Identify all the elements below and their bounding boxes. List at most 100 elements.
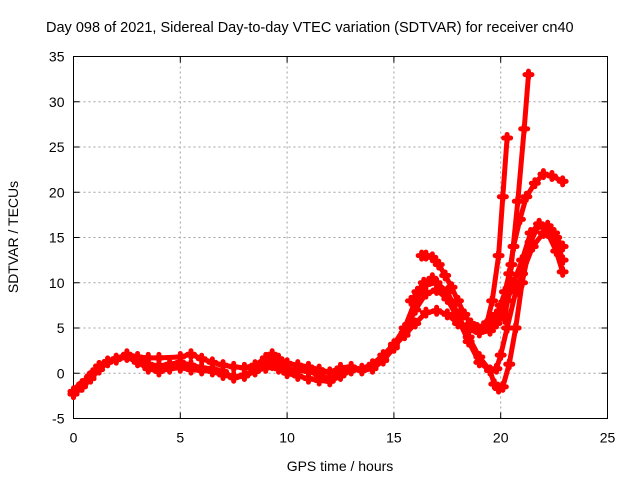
data-point: [67, 385, 80, 398]
data-point: [509, 322, 522, 334]
data-point: [522, 68, 535, 81]
data-point: [227, 360, 240, 373]
data-point: [451, 294, 464, 307]
data-point: [302, 372, 315, 385]
data-point: [84, 369, 97, 382]
series-spike-2-markers: [498, 68, 535, 325]
y-tick-label: 30: [49, 94, 65, 110]
data-point: [93, 360, 106, 373]
data-point: [131, 353, 144, 366]
data-point: [533, 217, 546, 230]
data-point: [195, 361, 208, 374]
data-point: [404, 294, 417, 307]
data-point: [509, 285, 522, 298]
x-tick-label: 25: [600, 430, 616, 446]
data-point: [281, 367, 294, 380]
data-point: [206, 362, 219, 375]
data-point: [556, 175, 569, 188]
data-point: [439, 269, 452, 282]
data-point: [528, 177, 541, 190]
y-tick-label: 5: [57, 320, 65, 336]
data-point: [398, 322, 411, 334]
data-point: [494, 349, 507, 362]
data-point: [101, 355, 114, 368]
data-point: [174, 356, 187, 369]
data-point: [411, 285, 424, 298]
data-point: [355, 362, 368, 375]
data-point: [227, 371, 240, 384]
data-point: [377, 349, 390, 362]
data-point: [334, 369, 347, 382]
y-tick-label: 25: [49, 139, 65, 155]
data-point: [120, 349, 133, 362]
data-point: [479, 322, 492, 334]
data-point: [556, 265, 569, 278]
y-tick-label: 0: [57, 365, 65, 381]
data-point: [345, 364, 358, 377]
axis-ticks: 0 5 10 15 20 25 -5 0 5 10 15 20 25 30 35: [49, 49, 616, 446]
data-point: [163, 358, 176, 371]
series-track-c-markers: [67, 217, 569, 398]
data-point: [541, 226, 554, 239]
data-point: [419, 287, 432, 300]
data-series: [67, 68, 569, 401]
data-point: [524, 236, 537, 249]
data-point: [419, 306, 432, 319]
data-point: [426, 251, 439, 264]
data-point: [110, 352, 123, 365]
data-point: [516, 276, 529, 289]
data-point: [511, 195, 524, 208]
data-point: [537, 168, 550, 181]
data-point: [473, 350, 486, 363]
x-tick-label: 10: [279, 430, 295, 446]
data-point: [445, 281, 458, 294]
data-point: [490, 308, 503, 321]
y-tick-label: 20: [49, 184, 65, 200]
data-point: [494, 299, 507, 312]
y-tick-label: 15: [49, 230, 65, 246]
data-point: [518, 122, 531, 135]
data-point: [259, 361, 272, 374]
data-point: [458, 308, 471, 321]
data-point: [441, 308, 454, 321]
y-tick-label: 35: [49, 49, 65, 65]
data-point: [496, 190, 509, 203]
data-point: [417, 276, 430, 289]
data-point: [184, 348, 197, 361]
data-point: [501, 131, 514, 144]
data-point: [387, 338, 400, 351]
x-axis-label: GPS time / hours: [287, 458, 394, 474]
data-point: [266, 359, 279, 372]
data-point: [462, 331, 475, 344]
data-point: [409, 317, 422, 330]
data-point: [313, 374, 326, 387]
y-axis-label: SDTVAR / TECUs: [5, 181, 21, 293]
series-drop-left-markers: [404, 272, 439, 307]
y-tick-label: 10: [49, 275, 65, 291]
data-point: [217, 365, 230, 378]
data-point: [496, 380, 509, 393]
data-point: [195, 352, 208, 365]
data-point: [464, 317, 477, 330]
data-point: [492, 249, 505, 262]
y-tick-label: -5: [52, 411, 65, 427]
data-point: [520, 190, 533, 203]
x-tick-label: 20: [493, 430, 509, 446]
data-point: [490, 317, 503, 330]
data-point: [426, 272, 439, 285]
data-point: [184, 359, 197, 372]
chart-title: Day 098 of 2021, Sidereal Day-to-day VTE…: [46, 20, 574, 36]
data-point: [152, 360, 165, 373]
data-point: [142, 358, 155, 371]
data-point: [291, 369, 304, 382]
data-point: [76, 378, 89, 391]
data-point: [430, 304, 443, 317]
data-point: [498, 312, 511, 325]
x-tick-label: 0: [70, 430, 78, 446]
x-tick-label: 5: [176, 430, 184, 446]
data-point: [484, 364, 497, 377]
series-spike-1-markers: [479, 131, 514, 334]
data-point: [366, 358, 379, 371]
